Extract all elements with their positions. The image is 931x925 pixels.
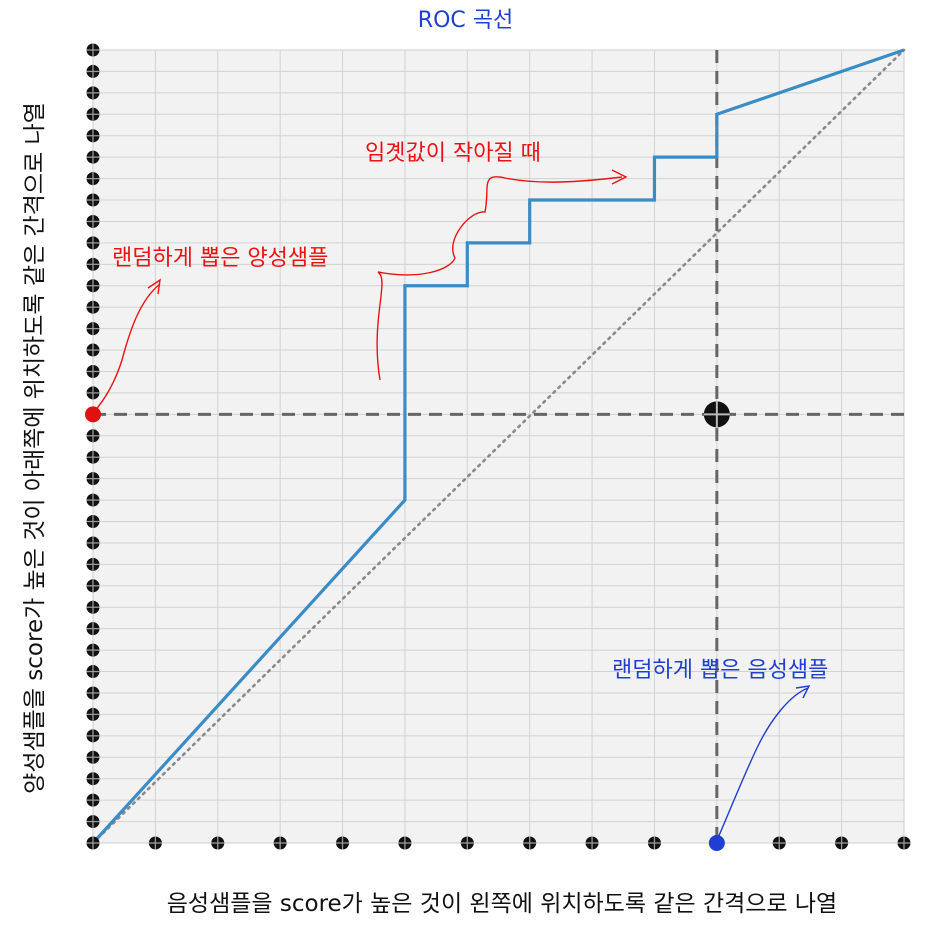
crosshair-lines — [93, 50, 904, 843]
arrowhead-threshold — [611, 169, 628, 185]
y-axis-markers — [86, 43, 100, 850]
arrowhead-positive — [147, 278, 161, 295]
plot-border — [92, 49, 905, 844]
highlighted-points — [85, 401, 730, 851]
roc-curve — [91, 48, 905, 845]
arrow-negative — [717, 687, 809, 839]
annotation-random-positive: 랜덤하게 뽑은 양성샘플 — [112, 246, 329, 271]
arrow-positive — [93, 283, 161, 413]
diagonal-line — [91, 48, 906, 845]
arrowhead-negative — [795, 685, 811, 699]
annotation-random-negative: 랜덤하게 뽑은 음성샘플 — [612, 658, 829, 683]
random-diagonal — [91, 48, 906, 845]
arrow-threshold — [376, 176, 623, 381]
x-axis-label: 음성샘플을 score가 높은 것이 왼쪽에 위치하도록 같은 간격으로 나열 — [166, 891, 838, 917]
roc-curve-line — [91, 48, 905, 845]
chart-title: ROC 곡선 — [417, 8, 514, 33]
annotation-arrows — [93, 169, 811, 839]
y-axis-label: 양성샘플을 score가 높은 것이 아래쪽에 위치하도록 같은 간격으로 나열 — [22, 102, 48, 794]
highlighted-point — [85, 406, 101, 423]
highlighted-point — [708, 835, 725, 851]
annotation-threshold: 임곗값이 작아질 때 — [365, 141, 541, 166]
